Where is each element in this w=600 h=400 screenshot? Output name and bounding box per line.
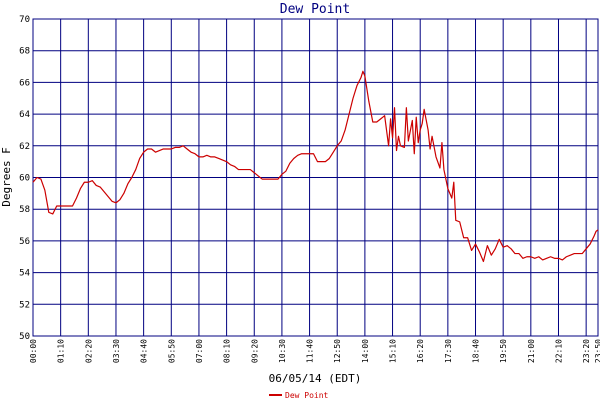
x-tick-label: 00:00 (29, 339, 38, 363)
x-tick-label: 23:50 (594, 339, 600, 363)
x-tick-label: 19:50 (499, 339, 508, 363)
y-tick-label: 70 (19, 15, 30, 25)
y-tick-label: 60 (19, 174, 30, 184)
x-tick-label: 09:20 (250, 339, 259, 363)
y-tick-label: 58 (19, 205, 30, 215)
x-axis-label: 06/05/14 (EDT) (269, 372, 362, 385)
grid-layer (32, 18, 599, 337)
chart-title: Dew Point (280, 2, 350, 17)
x-tick-label: 18:40 (472, 339, 481, 363)
x-tick-label: 02:20 (84, 339, 93, 363)
legend-label: Dew Point (285, 391, 329, 400)
x-tick-label: 07:00 (195, 339, 204, 363)
plot-border (32, 18, 599, 337)
x-tick-label: 01:10 (57, 339, 66, 363)
y-tick-label: 64 (19, 110, 30, 120)
x-tick-label: 17:30 (444, 339, 453, 363)
y-tick-label: 66 (19, 78, 30, 88)
legend: Dew Point (269, 391, 329, 400)
x-tick-label: 15:10 (389, 339, 398, 363)
y-tick-label: 50 (19, 332, 30, 342)
x-tick-labels: 00:00 01:10 02:20 03:30 04:40 05:50 07:00 08:10… (29, 339, 600, 363)
series-layer (32, 70, 599, 263)
y-tick-label: 52 (19, 300, 30, 310)
x-tick-label: 11:40 (306, 339, 315, 363)
y-tick-labels: 50 52 54 56 58 60 62 64 66 68 70 (19, 15, 30, 342)
x-tick-label: 16:20 (416, 339, 425, 363)
dew-point-line (32, 70, 599, 263)
x-tick-label: 03:30 (112, 339, 121, 363)
x-tick-label: 14:00 (361, 339, 370, 363)
x-tick-label: 04:40 (140, 339, 149, 363)
y-tick-label: 56 (19, 237, 30, 247)
y-axis-label: Degrees F (0, 147, 13, 207)
y-tick-label: 68 (19, 47, 30, 57)
x-tick-label: 23:20 (582, 339, 591, 363)
x-tick-label: 10:30 (278, 339, 287, 363)
x-tick-label: 21:00 (527, 339, 536, 363)
x-tick-label: 08:10 (223, 339, 232, 363)
y-tick-label: 62 (19, 142, 30, 152)
x-tick-label: 22:10 (554, 339, 563, 363)
x-tick-label: 12:50 (333, 339, 342, 363)
y-tick-label: 54 (19, 269, 30, 279)
x-tick-label: 05:50 (167, 339, 176, 363)
